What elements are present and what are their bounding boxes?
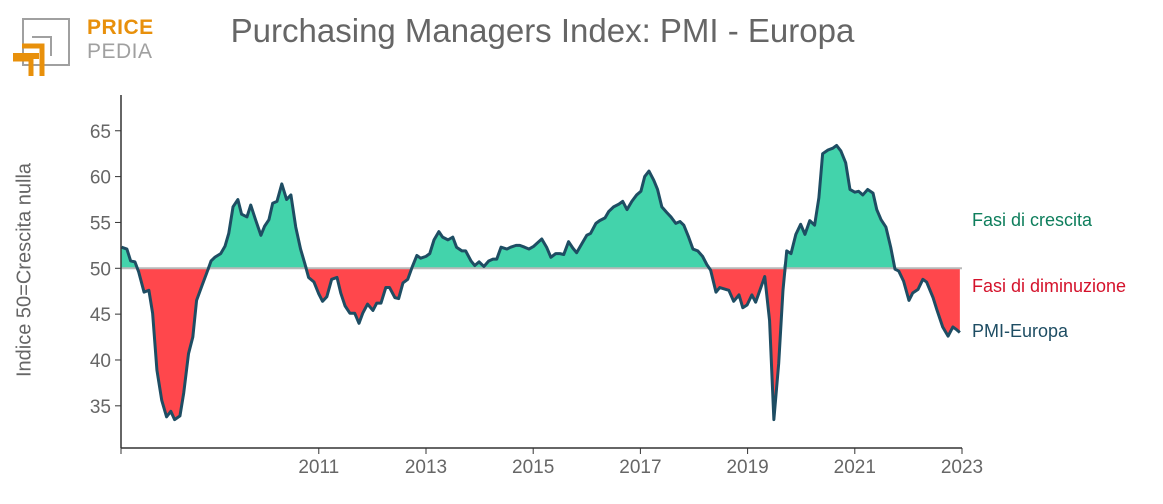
x-tick-label: 2013 — [405, 457, 447, 478]
legend-decline: Fasi di diminuzione — [972, 276, 1127, 296]
x-tick-label: 2015 — [512, 457, 554, 478]
x-tick-label: 2011 — [298, 457, 339, 478]
growth-area — [121, 145, 960, 269]
pricepedia-logo: PRICE PEDIA — [10, 14, 153, 78]
y-tick-label: 65 — [90, 122, 111, 143]
y-tick-label: 50 — [90, 259, 111, 280]
logo-text-price: PRICE — [87, 16, 154, 39]
legend-series: PMI-Europa — [972, 321, 1069, 341]
legend-growth: Fasi di crescita — [972, 210, 1093, 230]
x-tick-label: 2019 — [726, 457, 768, 478]
chart-title: Purchasing Managers Index: PMI - Europa — [230, 12, 855, 49]
x-tick-label: 2017 — [619, 457, 661, 478]
x-tick-label: 2023 — [941, 457, 983, 478]
y-tick-label: 55 — [90, 213, 111, 234]
y-tick-label: 40 — [90, 351, 111, 372]
logo-text-pedia: PEDIA — [87, 40, 153, 63]
x-tick-label: 2021 — [834, 457, 876, 478]
y-tick-label: 35 — [90, 397, 111, 418]
y-tick-label: 60 — [90, 168, 111, 189]
y-tick-label: 45 — [90, 305, 111, 326]
pmi-line — [121, 143, 961, 422]
logo-mark-icon — [13, 18, 70, 76]
decline-area — [121, 268, 960, 420]
